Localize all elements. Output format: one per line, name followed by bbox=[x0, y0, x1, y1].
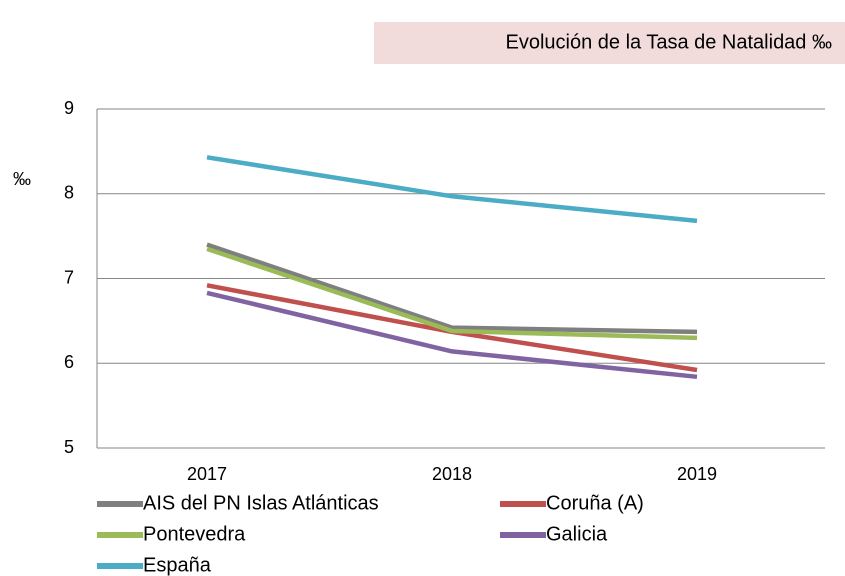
legend-label: AIS del PN Islas Atlánticas bbox=[143, 492, 379, 514]
x-tick-label: 2017 bbox=[187, 464, 227, 484]
series-line bbox=[206, 246, 698, 341]
chart-title: Evolución de la Tasa de Natalidad ‰ bbox=[505, 31, 832, 53]
y-tick-label: 7 bbox=[64, 267, 74, 287]
legend-label: Coruña (A) bbox=[546, 492, 644, 514]
y-tick-label: 6 bbox=[64, 352, 74, 372]
legend-label: España bbox=[143, 554, 212, 576]
y-tick-label: 8 bbox=[64, 183, 74, 203]
y-axis-label: ‰ bbox=[13, 169, 31, 189]
series-line bbox=[206, 242, 698, 335]
legend-label: Pontevedra bbox=[143, 523, 246, 545]
series-line bbox=[206, 290, 698, 380]
y-tick-label: 5 bbox=[64, 437, 74, 457]
x-tick-label: 2019 bbox=[677, 464, 717, 484]
series-line bbox=[206, 155, 698, 224]
title-box bbox=[374, 22, 845, 64]
legend-label: Galicia bbox=[546, 523, 608, 545]
x-tick-label: 2018 bbox=[432, 464, 472, 484]
y-tick-label: 9 bbox=[64, 98, 74, 118]
